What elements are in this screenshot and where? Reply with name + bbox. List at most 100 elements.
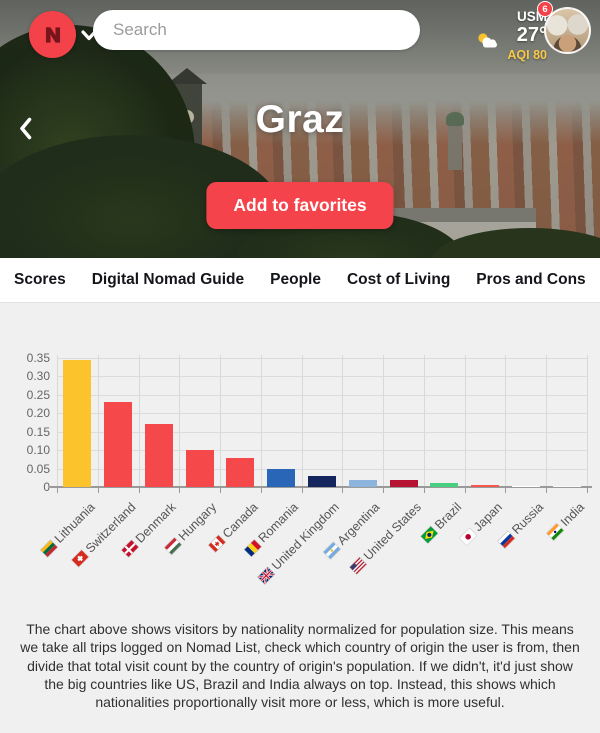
country-name: Canada	[219, 500, 261, 541]
bar-hungary[interactable]	[185, 450, 214, 487]
nomadlist-logo-button[interactable]	[29, 11, 76, 58]
country-name: Japan	[470, 500, 505, 534]
gridline	[57, 450, 587, 452]
back-button[interactable]	[12, 112, 39, 148]
x-axis-tick	[138, 487, 140, 493]
x-label-united-kingdom: United Kingdom	[256, 500, 342, 586]
gridline	[57, 355, 58, 487]
page-title: Graz	[255, 98, 345, 141]
bar-switzerland[interactable]	[104, 402, 133, 487]
flag-argentina-icon	[323, 542, 341, 559]
x-axis-tick	[260, 487, 262, 493]
gridline	[179, 355, 181, 487]
x-axis-tick	[505, 487, 507, 493]
flag-canada-icon	[208, 535, 226, 553]
flag-brazil-icon	[420, 526, 438, 544]
bar-lithuania[interactable]	[63, 359, 92, 487]
x-label-switzerland: Switzerland	[70, 500, 138, 568]
gridline	[505, 355, 507, 487]
flag-united-kingdom-icon	[257, 567, 275, 585]
search-input[interactable]	[93, 10, 420, 50]
bar-japan[interactable]	[471, 485, 500, 487]
tab-cost-of-living[interactable]: Cost of Living	[346, 271, 451, 288]
x-label-united-states: United States	[348, 500, 423, 576]
flag-hungary-icon	[165, 537, 182, 555]
gridline	[383, 355, 385, 487]
x-axis-tick	[220, 487, 222, 493]
gridline	[57, 358, 587, 359]
x-axis-tick	[546, 487, 548, 493]
x-axis-tick	[301, 487, 303, 493]
bar-russia[interactable]	[511, 486, 540, 487]
bar-romania[interactable]	[267, 469, 296, 487]
x-label-argentina: Argentina	[322, 500, 383, 560]
bar-argentina[interactable]	[348, 479, 377, 487]
avatar[interactable]	[544, 7, 591, 54]
bar-brazil[interactable]	[430, 482, 459, 487]
flag-japan-icon	[459, 528, 477, 546]
country-name: India	[557, 500, 587, 530]
country-name: Russia	[508, 500, 546, 537]
chevron-left-icon	[16, 117, 35, 144]
x-label-denmark: Denmark	[120, 500, 179, 558]
flag-lithuania-icon	[40, 540, 58, 558]
x-label-russia: Russia	[496, 500, 546, 550]
y-axis-tick-label: 0.15	[26, 424, 50, 439]
aqi-value: 80	[533, 48, 547, 62]
y-axis-tick-label: 0.05	[26, 461, 50, 476]
x-label-canada: Canada	[207, 500, 261, 554]
flag-denmark-icon	[121, 540, 139, 558]
x-axis-line	[50, 486, 592, 488]
x-label-romania: Romania	[243, 500, 301, 558]
x-label-brazil: Brazil	[419, 500, 464, 545]
x-axis-tick	[97, 487, 99, 493]
visitors-by-nationality-chart: 0 0.05 0.10 0.15 0.20 0.25 0.30 0.35 Lithuania Sw…	[0, 303, 600, 608]
gridline	[57, 376, 587, 378]
bar-united-states[interactable]	[389, 480, 418, 487]
y-axis-tick-label: 0.30	[26, 369, 50, 384]
flag-romania-icon	[244, 539, 262, 557]
x-label-japan: Japan	[458, 500, 505, 547]
x-label-india: India	[545, 500, 587, 542]
y-axis-tick-label: 0.25	[26, 387, 50, 402]
bar-india[interactable]	[552, 486, 581, 487]
tab-scores[interactable]: Scores	[14, 271, 66, 288]
bar-canada[interactable]	[226, 457, 255, 487]
bar-united-kingdom[interactable]	[308, 475, 336, 487]
aqi-reading: AQI 80	[507, 48, 547, 62]
gridline	[57, 413, 587, 415]
aqi-label: AQI	[507, 48, 530, 62]
temperature: 27°	[516, 24, 547, 46]
y-axis-tick-label: 0	[43, 480, 50, 494]
flag-russia-icon	[497, 531, 515, 549]
partly-cloudy-icon	[475, 31, 501, 49]
y-axis-tick-label: 0.20	[26, 406, 50, 421]
add-to-favorites-button[interactable]: Add to favorites	[206, 182, 394, 229]
gridline	[138, 355, 140, 487]
x-axis-tick	[423, 487, 425, 493]
gridline	[464, 355, 466, 487]
gridline	[301, 355, 303, 487]
flag-switzerland-icon	[71, 550, 89, 567]
hero-photo-church-tower	[446, 112, 464, 170]
gridline	[220, 355, 222, 487]
gridline	[57, 468, 587, 470]
x-axis-tick	[383, 487, 385, 493]
x-axis-tick	[57, 487, 58, 493]
tab-people[interactable]: People	[270, 271, 321, 288]
gridline	[97, 355, 99, 487]
chart-description: The chart above shows visitors by nation…	[20, 621, 580, 711]
x-label-lithuania: Lithuania	[39, 500, 97, 559]
x-axis-tick	[179, 487, 181, 493]
x-label-hungary: Hungary	[164, 500, 220, 556]
country-name: Brazil	[432, 500, 465, 533]
hero-header: USM 27° AQI 80 6 Graz Add to favorites	[0, 0, 600, 258]
nomadlist-logo-icon	[40, 22, 66, 48]
tab-pros-and-cons[interactable]: Pros and Cons	[476, 271, 586, 288]
gridline	[342, 355, 344, 487]
bar-denmark[interactable]	[144, 424, 173, 487]
gridline	[423, 355, 425, 487]
tab-digital-nomad-guide[interactable]: Digital Nomad Guide	[91, 271, 245, 288]
notification-badge: 6	[537, 1, 553, 17]
